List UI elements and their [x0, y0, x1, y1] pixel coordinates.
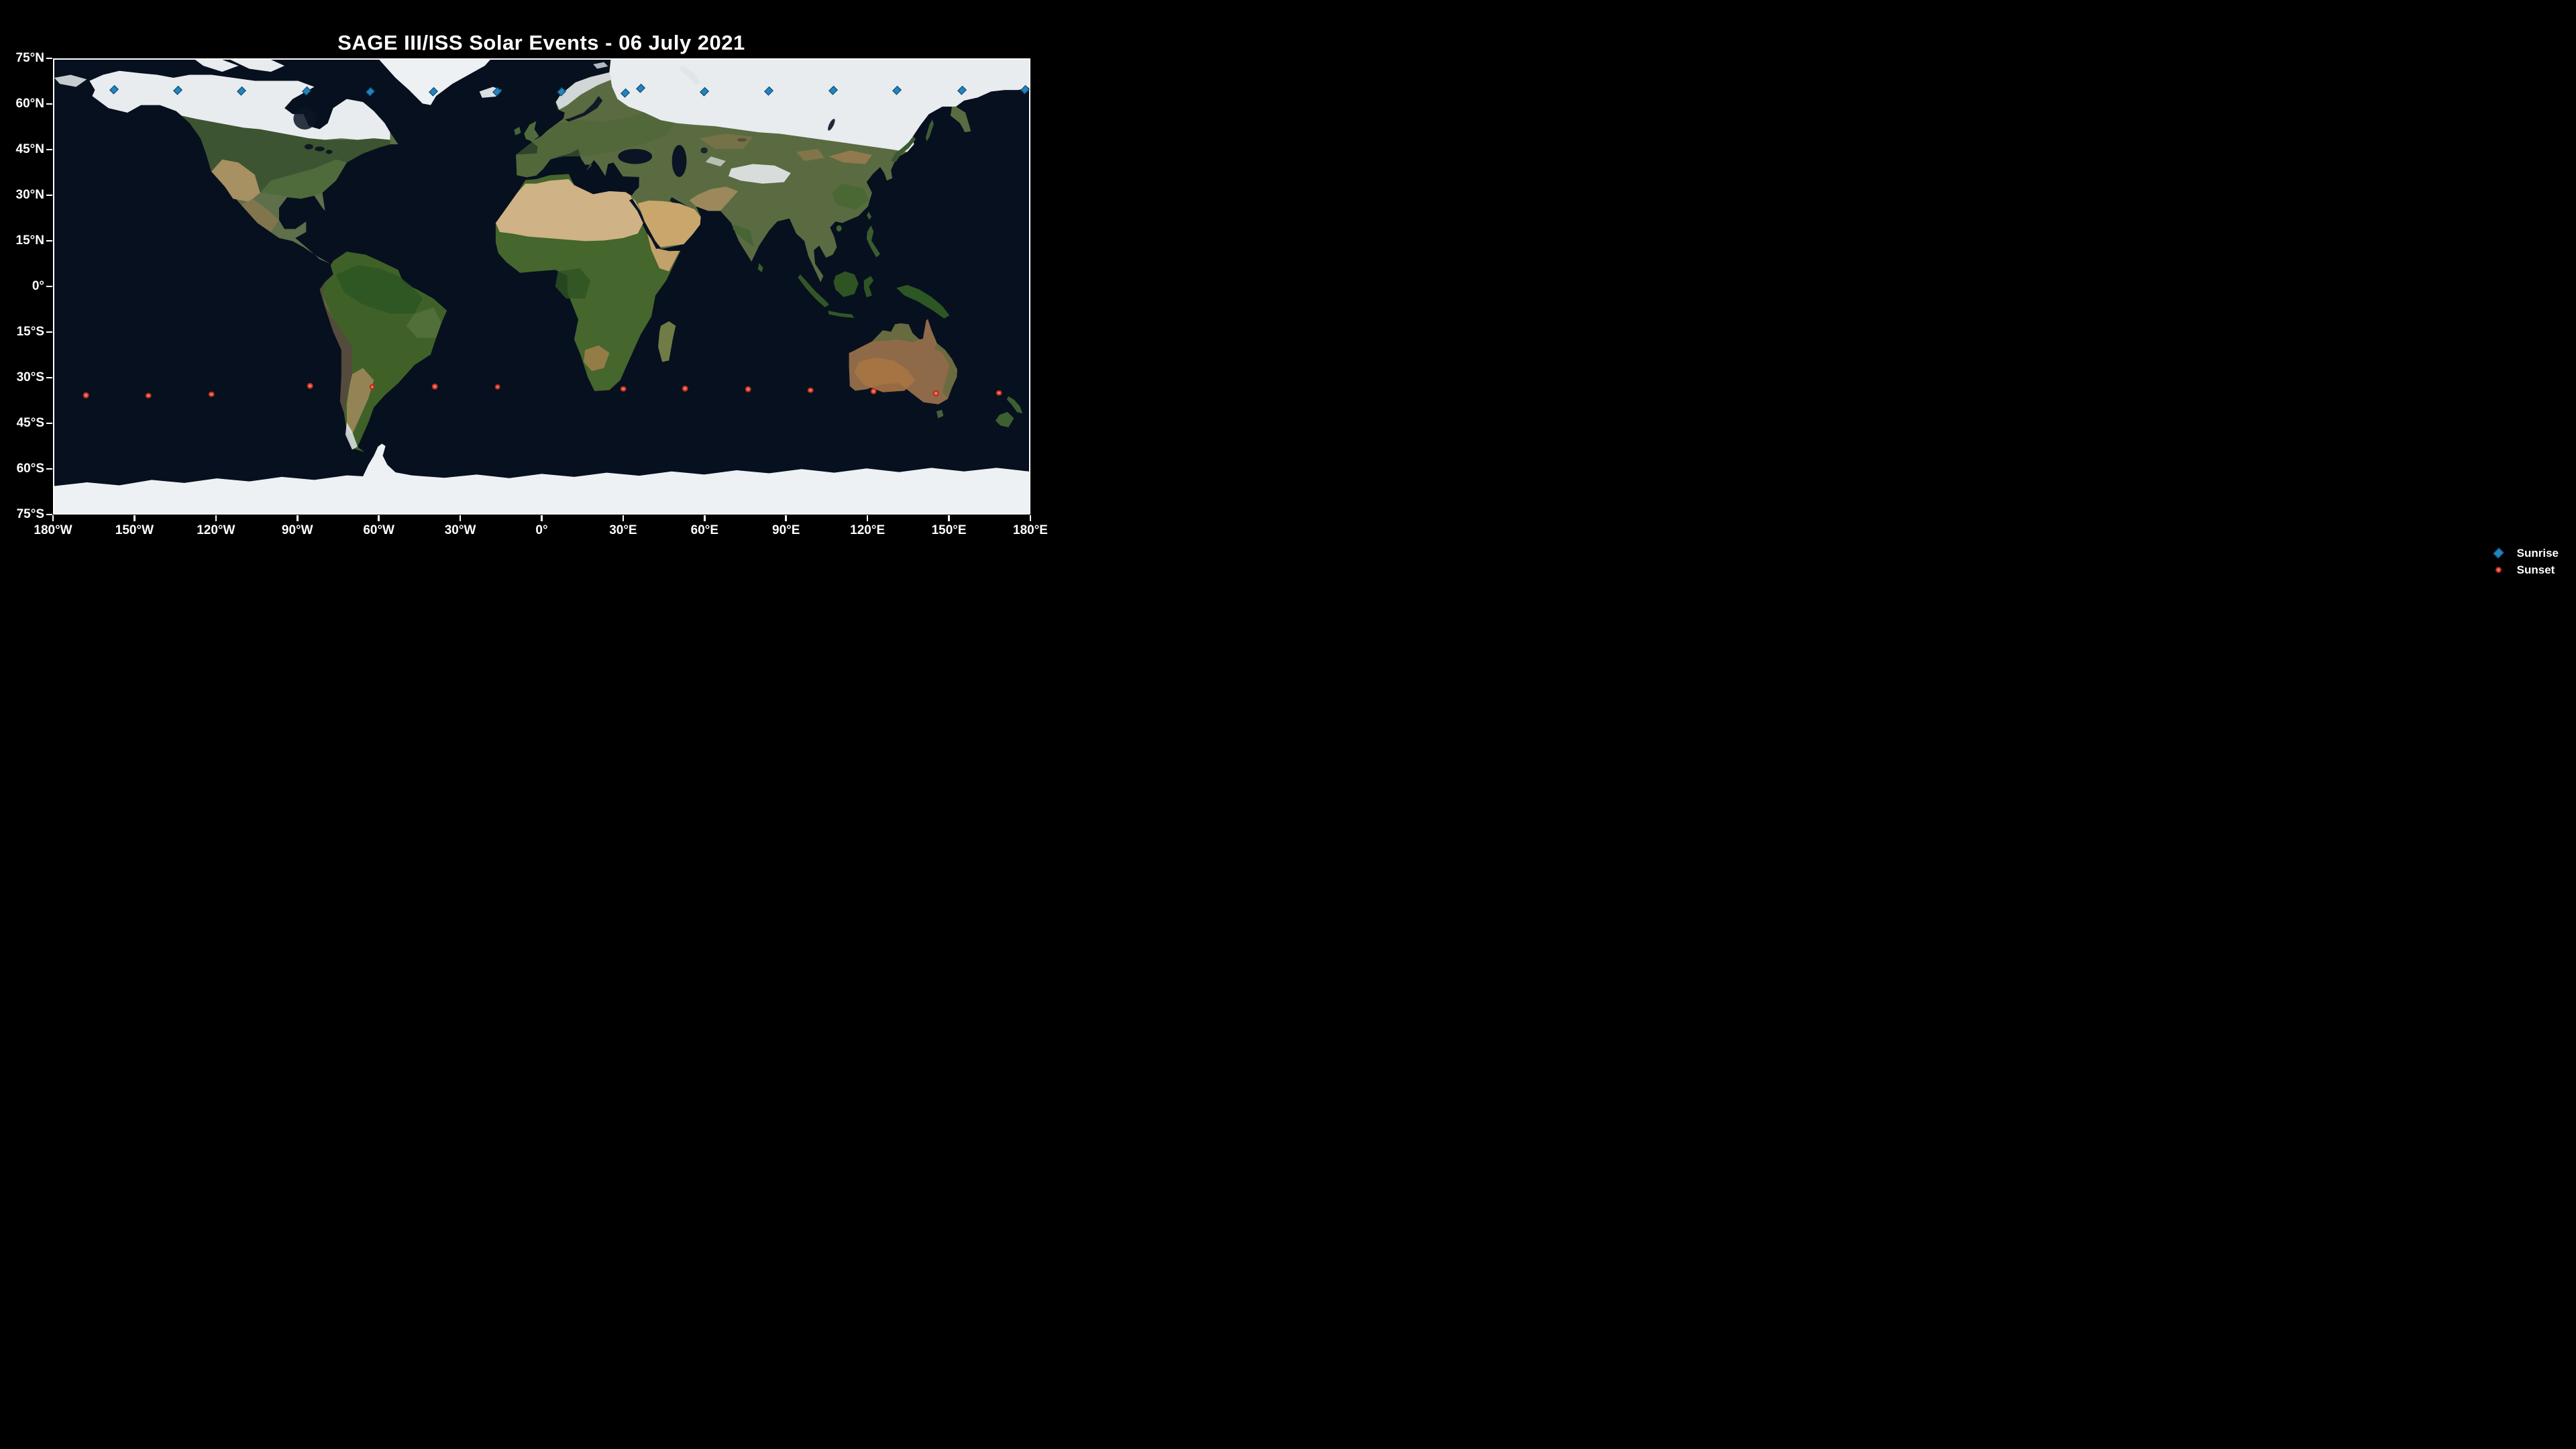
sunset-marker — [620, 386, 627, 392]
y-tick-label: 75°S — [16, 507, 44, 521]
sunset-marker — [208, 391, 215, 398]
y-tick-mark — [46, 331, 52, 333]
y-tick-mark — [46, 239, 52, 242]
x-tick-mark — [378, 515, 380, 521]
x-tick-mark — [1029, 515, 1032, 521]
x-tick-label: 150°E — [931, 523, 967, 537]
x-tick-label: 180°W — [34, 523, 72, 537]
y-tick-mark — [46, 285, 52, 288]
legend-item-sunset: Sunset — [2490, 561, 2559, 578]
y-tick-label: 0° — [32, 279, 44, 293]
y-tick-label: 45°N — [15, 142, 44, 156]
x-tick-label: 30°W — [444, 523, 476, 537]
legend: Sunrise Sunset — [2490, 545, 2559, 578]
x-tick-label: 120°E — [850, 523, 885, 537]
x-tick-mark — [785, 515, 788, 521]
x-tick-mark — [133, 515, 136, 521]
y-tick-label: 75°N — [15, 51, 44, 65]
x-tick-mark — [215, 515, 217, 521]
x-tick-mark — [704, 515, 706, 521]
map-plot — [53, 58, 1030, 515]
sunset-marker — [145, 392, 152, 398]
sunset-circle-icon — [2490, 566, 2508, 574]
sunset-marker — [745, 386, 751, 392]
sunrise-diamond-icon — [2490, 547, 2508, 559]
x-tick-mark — [52, 515, 54, 521]
x-tick-label: 60°W — [363, 523, 394, 537]
y-tick-mark — [46, 468, 52, 470]
chart-title: SAGE III/ISS Solar Events - 06 July 2021 — [337, 31, 745, 54]
world-map — [54, 60, 1029, 513]
y-tick-label: 15°S — [16, 325, 44, 339]
y-tick-label: 30°N — [15, 188, 44, 202]
legend-item-sunrise: Sunrise — [2490, 545, 2559, 561]
sunset-marker — [807, 387, 814, 393]
x-tick-mark — [296, 515, 299, 521]
x-tick-label: 0° — [535, 523, 548, 537]
y-tick-label: 60°S — [16, 462, 44, 476]
sunset-marker — [307, 382, 313, 389]
x-tick-label: 180°E — [1013, 523, 1048, 537]
x-tick-label: 30°E — [609, 523, 637, 537]
legend-sunset-label: Sunset — [2516, 563, 2555, 576]
sunset-marker — [932, 390, 939, 396]
x-tick-label: 150°W — [115, 523, 154, 537]
sunset-marker — [432, 383, 438, 390]
x-tick-mark — [866, 515, 869, 521]
x-tick-label: 90°W — [281, 523, 313, 537]
y-tick-mark — [46, 57, 52, 60]
x-tick-label: 60°E — [690, 523, 719, 537]
x-tick-mark — [541, 515, 543, 521]
sunset-marker — [996, 390, 1002, 396]
y-tick-mark — [46, 422, 52, 425]
sunset-marker — [494, 384, 500, 390]
y-tick-mark — [46, 376, 52, 379]
y-tick-mark — [46, 513, 52, 516]
sunset-marker — [682, 386, 688, 392]
sunset-marker — [83, 392, 89, 398]
x-tick-mark — [622, 515, 625, 521]
landmasses — [54, 60, 1029, 513]
x-tick-mark — [459, 515, 462, 521]
x-tick-mark — [948, 515, 950, 521]
legend-sunrise-label: Sunrise — [2516, 546, 2559, 559]
x-tick-label: 90°E — [772, 523, 800, 537]
y-tick-label: 45°S — [16, 416, 44, 430]
sunset-marker — [369, 384, 376, 390]
sunset-marker — [871, 388, 877, 394]
y-tick-label: 30°S — [16, 370, 44, 384]
x-tick-label: 120°W — [197, 523, 235, 537]
y-tick-mark — [46, 148, 52, 151]
y-tick-mark — [46, 194, 52, 197]
y-tick-mark — [46, 103, 52, 105]
y-tick-label: 15°N — [15, 233, 44, 248]
y-tick-label: 60°N — [15, 97, 44, 111]
